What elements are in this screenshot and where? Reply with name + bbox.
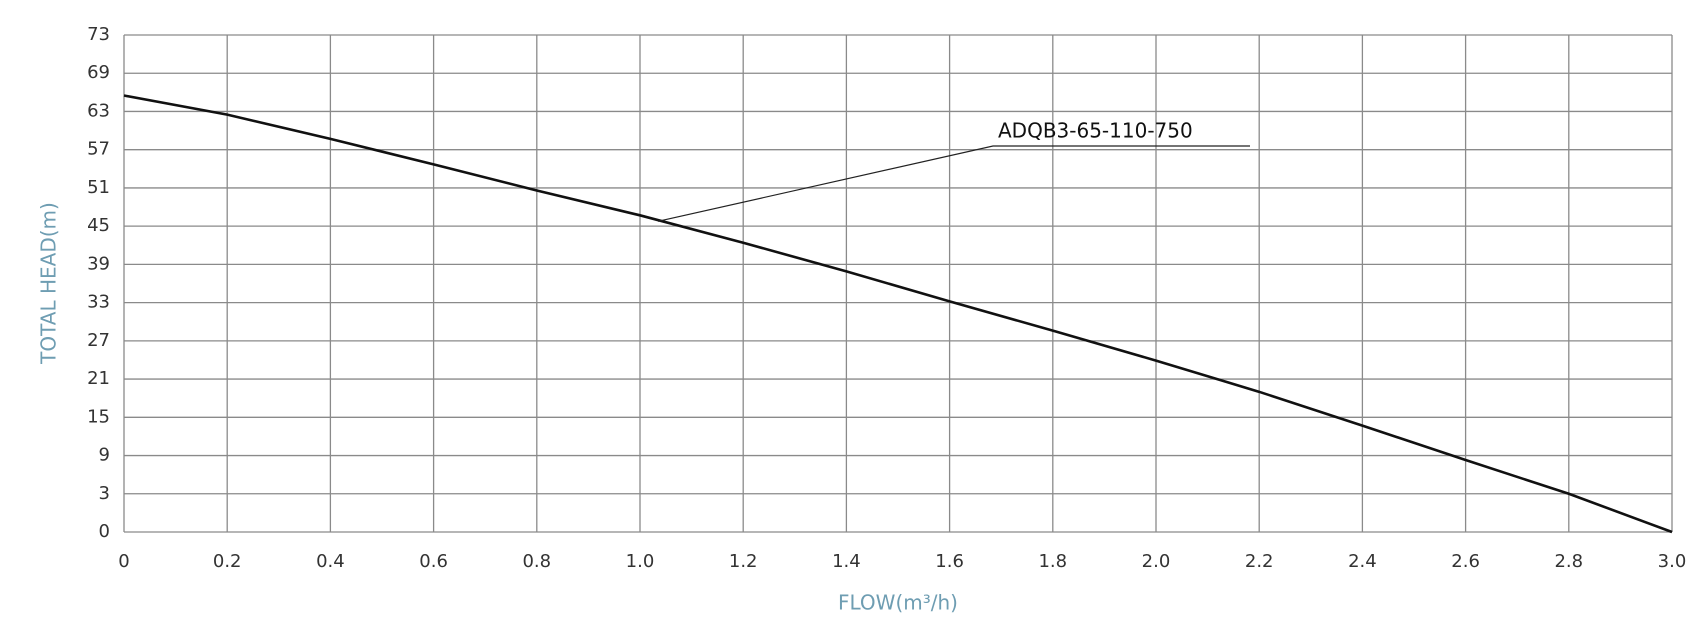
x-tick-label: 0.4 (316, 551, 345, 572)
x-tick-label: 0.8 (522, 551, 551, 572)
x-tick-label: 2.2 (1245, 551, 1274, 572)
y-tick-label: 69 (87, 62, 110, 83)
curve (123, 94, 1673, 534)
y-tick-label: 63 (87, 100, 110, 121)
curve-label: ADQB3-65-110-750 (998, 119, 1193, 143)
y-tick-label: 15 (87, 406, 110, 427)
x-tick-label: 1.4 (832, 551, 861, 572)
y-tick-label: 51 (87, 177, 110, 198)
y-tick-label: 27 (87, 330, 110, 351)
y-tick-label: 9 (99, 445, 110, 466)
y-tick-label: 73 (87, 24, 110, 45)
y-axis-title: TOTAL HEAD(m) (37, 202, 61, 365)
x-tick-label: 1.6 (935, 551, 964, 572)
x-tick-label: 2.8 (1554, 551, 1583, 572)
x-tick-label: 1.8 (1038, 551, 1067, 572)
x-tick-label: 2.4 (1348, 551, 1377, 572)
y-tick-label: 39 (87, 253, 110, 274)
x-tick-label: 2.0 (1142, 551, 1171, 572)
y-tick-label: 57 (87, 139, 110, 160)
x-tick-label: 1.2 (729, 551, 758, 572)
y-tick-label: 45 (87, 215, 110, 236)
x-tick-label: 2.6 (1451, 551, 1480, 572)
x-tick-label: 0.6 (419, 551, 448, 572)
y-tick-label: 33 (87, 292, 110, 313)
x-tick-label: 1.0 (626, 551, 655, 572)
leader-line (657, 145, 1250, 222)
y-tick-label: 0 (99, 521, 110, 542)
x-tick-label: 3.0 (1658, 551, 1687, 572)
x-axis-title: FLOW(m³/h) (838, 591, 958, 615)
x-tick-label: 0 (118, 551, 129, 572)
y-tick-label: 3 (99, 483, 110, 504)
y-tick-label: 21 (87, 368, 110, 389)
x-tick-label: 0.2 (213, 551, 242, 572)
